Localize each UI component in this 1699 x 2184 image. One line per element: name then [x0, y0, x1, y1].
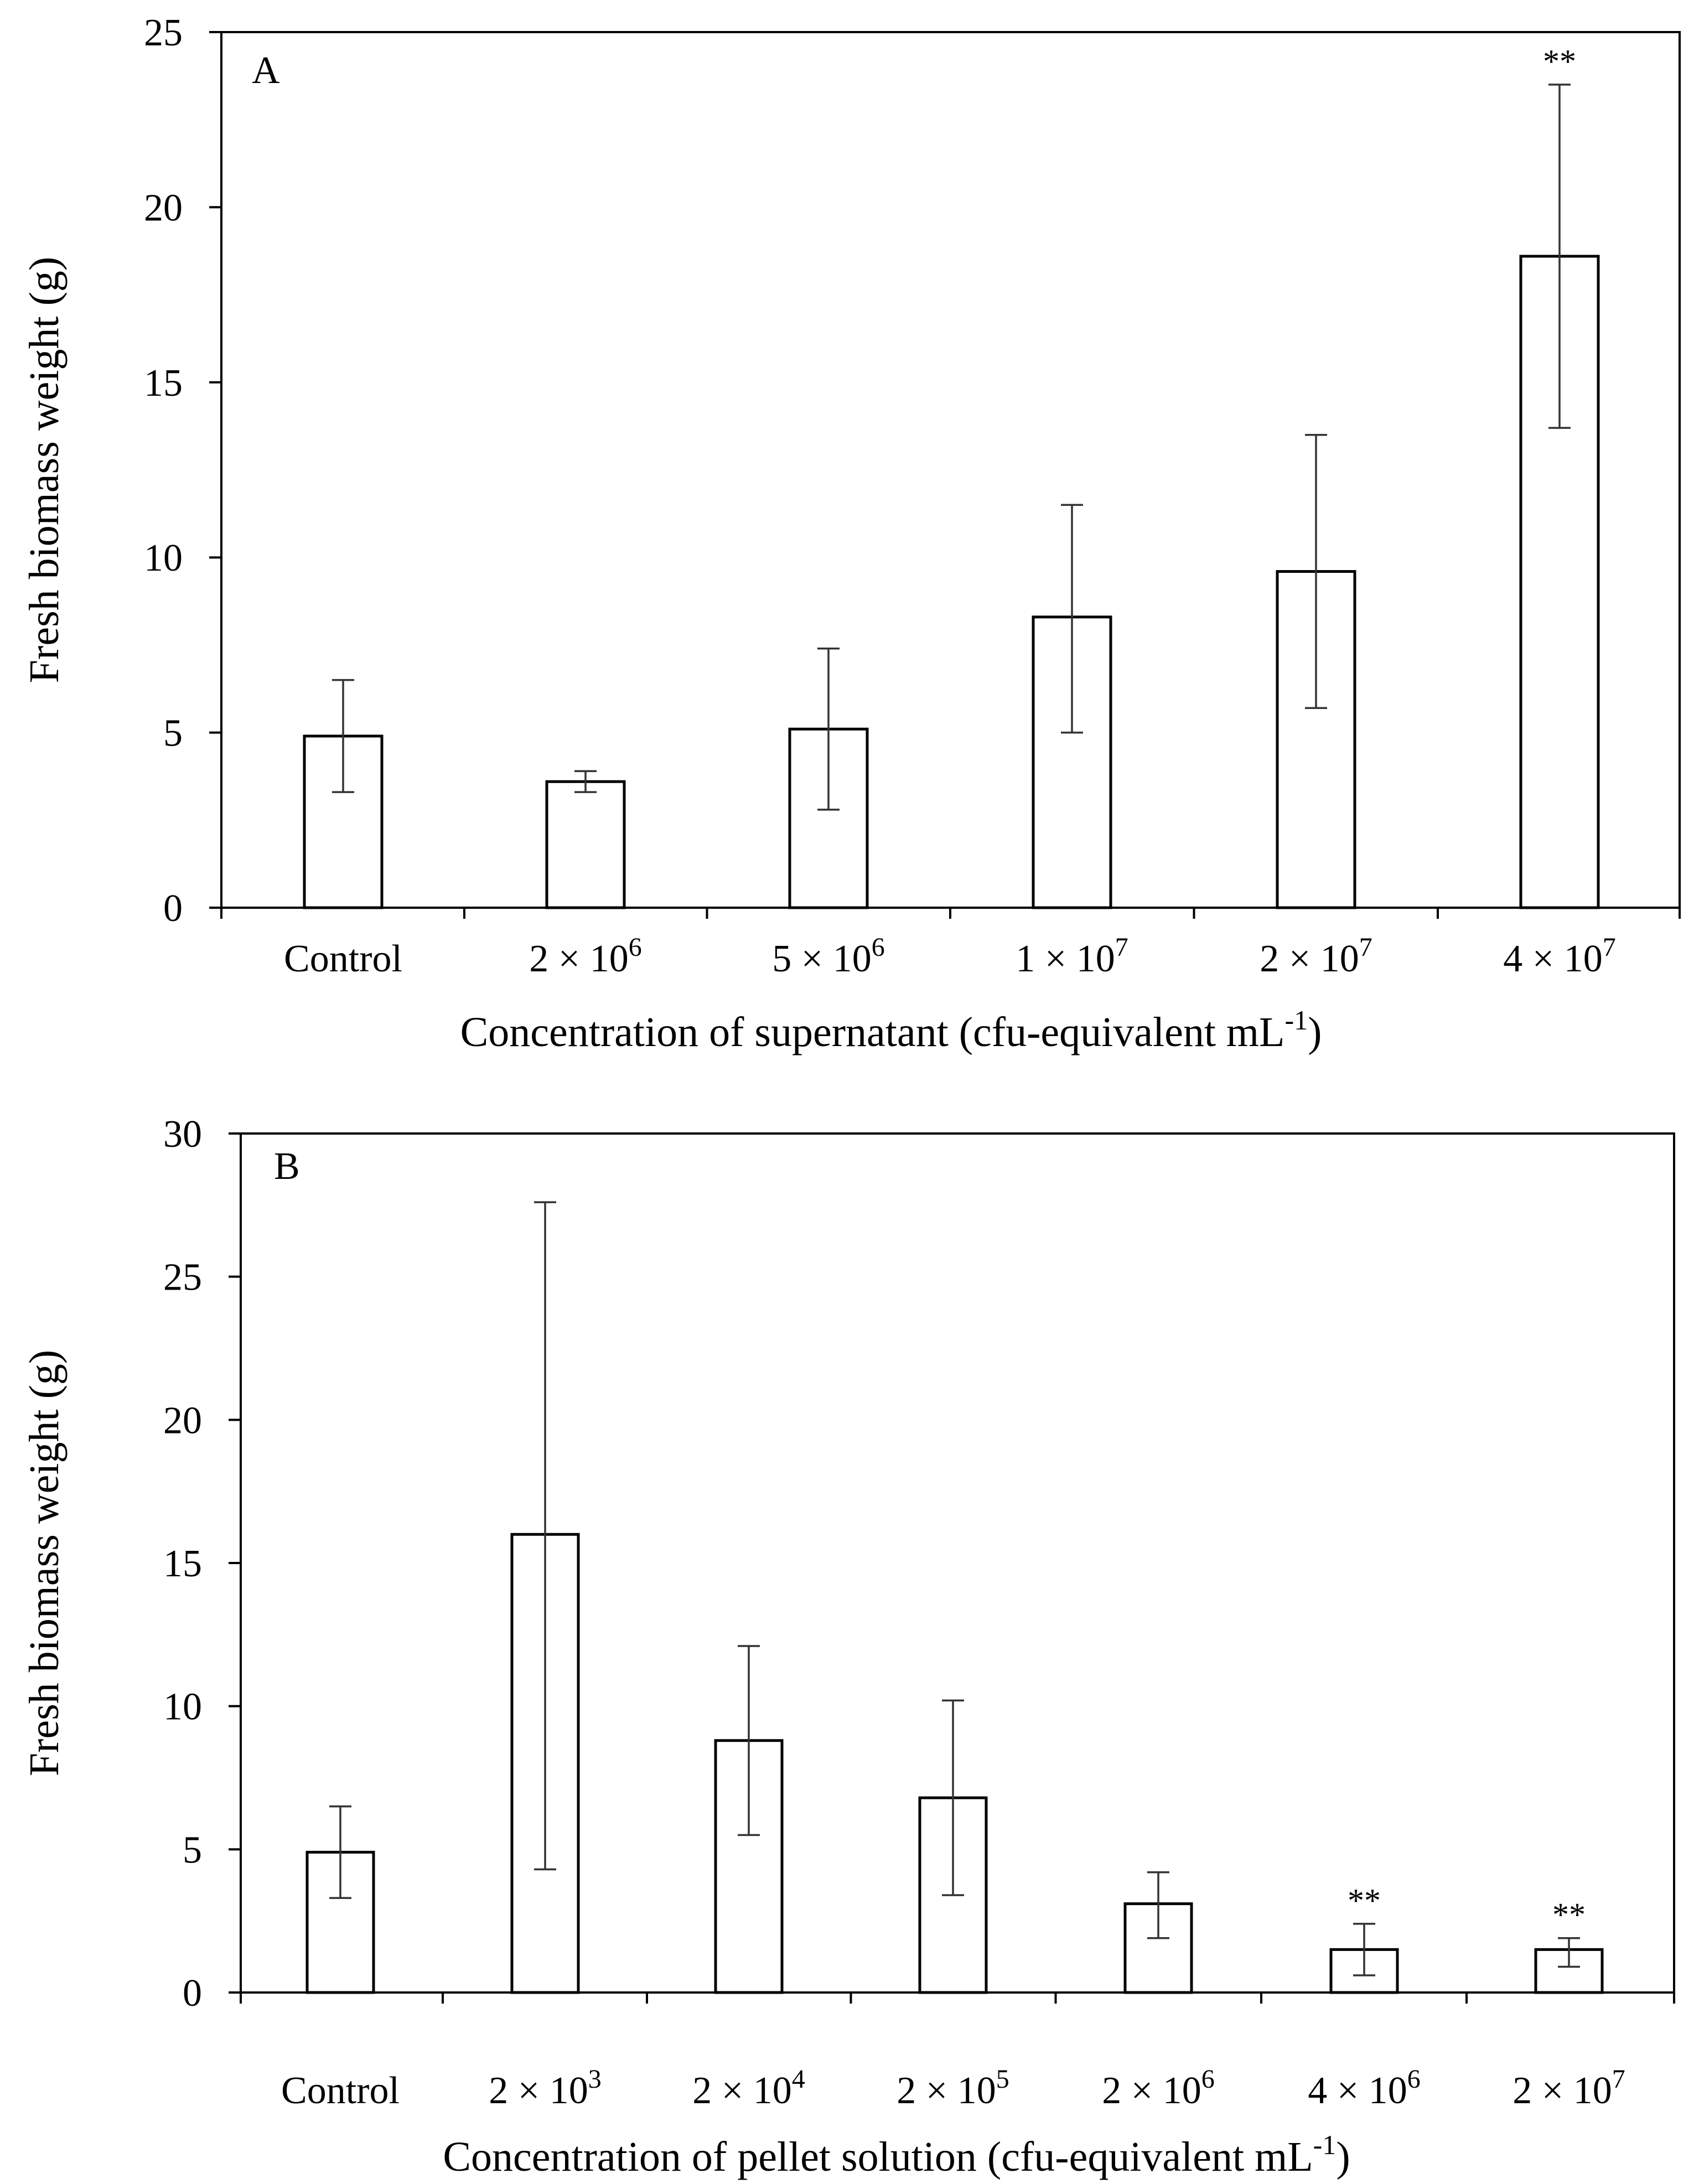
significance-marker: ** [1348, 1882, 1381, 1919]
x-tick-label: Control [281, 2069, 400, 2112]
error-bar [1558, 1937, 1580, 1968]
error-bar [1061, 504, 1083, 734]
error-bar [738, 1645, 760, 1836]
panel-a: 0 5 10 15 20 25 Control 2 × 106 5 × 106 1 × 107 2 … [21, 12, 1681, 1055]
x-tick-label: 1 × 107 [1016, 933, 1128, 980]
panel-b: 0 5 10 15 20 25 30 Control 2 × 103 2 × 104 2 × 105… [21, 1113, 1675, 2180]
y-tick-label: 0 [163, 887, 183, 930]
x-tick-label: 2 × 106 [529, 933, 641, 980]
y-axis-title: Fresh biomass weight (g) [21, 1350, 68, 1776]
y-tick-label: 5 [183, 1829, 202, 1871]
bar [303, 734, 384, 909]
x-tick-label: 2 × 106 [1102, 2064, 1214, 2112]
error-bar [1353, 1923, 1375, 1976]
x-tick-label: Control [284, 938, 402, 980]
x-axis-title: Concentration of supernatant (cfu-equiva… [460, 1005, 1322, 1055]
y-tick-label: 10 [163, 1686, 202, 1728]
x-tick-label: 2 × 107 [1260, 933, 1372, 980]
error-bar [1305, 433, 1327, 710]
x-tick-label: 2 × 103 [489, 2064, 601, 2112]
x-tick-label: 4 × 107 [1503, 933, 1615, 980]
x-tick-label: 5 × 106 [772, 933, 884, 980]
y-tick-label: 15 [144, 362, 183, 405]
significance-marker: ** [1552, 1897, 1586, 1933]
y-tick-label: 20 [144, 187, 183, 229]
y-tick-label: 25 [144, 12, 183, 54]
x-tick-label: 2 × 104 [692, 2064, 805, 2112]
plot-frame [220, 31, 1681, 909]
panel-label: B [274, 1145, 300, 1188]
y-tick-label: 25 [163, 1256, 202, 1299]
y-tick-label: 5 [163, 712, 183, 755]
error-bar [817, 647, 840, 811]
error-bar [942, 1699, 964, 1896]
error-bar [332, 679, 354, 793]
y-tick-label: 10 [144, 537, 183, 579]
x-tick-label: 2 × 105 [897, 2064, 1009, 2112]
x-tick-label: 4 × 106 [1308, 2064, 1420, 2112]
y-tick-label: 15 [163, 1543, 202, 1585]
y-tick-label: 0 [183, 1972, 202, 2015]
error-bar [534, 1201, 556, 1871]
error-bar [1548, 84, 1571, 429]
x-tick-label: 2 × 107 [1512, 2064, 1625, 2112]
error-bar [329, 1805, 351, 1900]
significance-marker: ** [1543, 43, 1576, 80]
error-bar [574, 770, 597, 793]
y-tick-label: 20 [163, 1399, 202, 1442]
panel-label: A [252, 49, 280, 92]
y-tick-label: 30 [163, 1113, 202, 1156]
error-bar [1147, 1871, 1169, 1939]
y-axis-title: Fresh biomass weight (g) [21, 257, 68, 683]
bar [545, 780, 626, 909]
x-axis-title: Concentration of pellet solution (cfu-eq… [443, 2129, 1350, 2180]
